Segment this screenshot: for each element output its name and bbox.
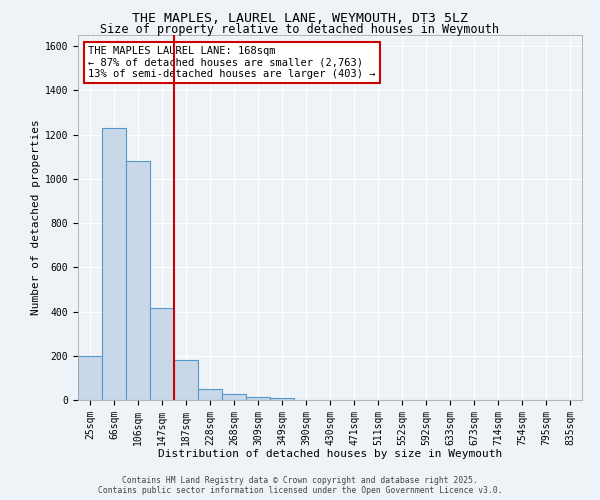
Bar: [198, 389, 222, 400]
Bar: [174, 360, 198, 400]
Bar: [102, 128, 126, 400]
Bar: [126, 161, 150, 400]
Text: Contains HM Land Registry data © Crown copyright and database right 2025.
Contai: Contains HM Land Registry data © Crown c…: [98, 476, 502, 495]
Bar: [78, 356, 102, 400]
Text: Size of property relative to detached houses in Weymouth: Size of property relative to detached ho…: [101, 22, 499, 36]
Text: THE MAPLES, LAUREL LANE, WEYMOUTH, DT3 5LZ: THE MAPLES, LAUREL LANE, WEYMOUTH, DT3 5…: [132, 12, 468, 26]
Text: THE MAPLES LAUREL LANE: 168sqm
← 87% of detached houses are smaller (2,763)
13% : THE MAPLES LAUREL LANE: 168sqm ← 87% of …: [88, 46, 376, 79]
X-axis label: Distribution of detached houses by size in Weymouth: Distribution of detached houses by size …: [158, 449, 502, 459]
Bar: [246, 396, 270, 400]
Bar: [150, 308, 174, 400]
Bar: [270, 398, 294, 400]
Bar: [222, 394, 246, 400]
Y-axis label: Number of detached properties: Number of detached properties: [31, 120, 41, 316]
